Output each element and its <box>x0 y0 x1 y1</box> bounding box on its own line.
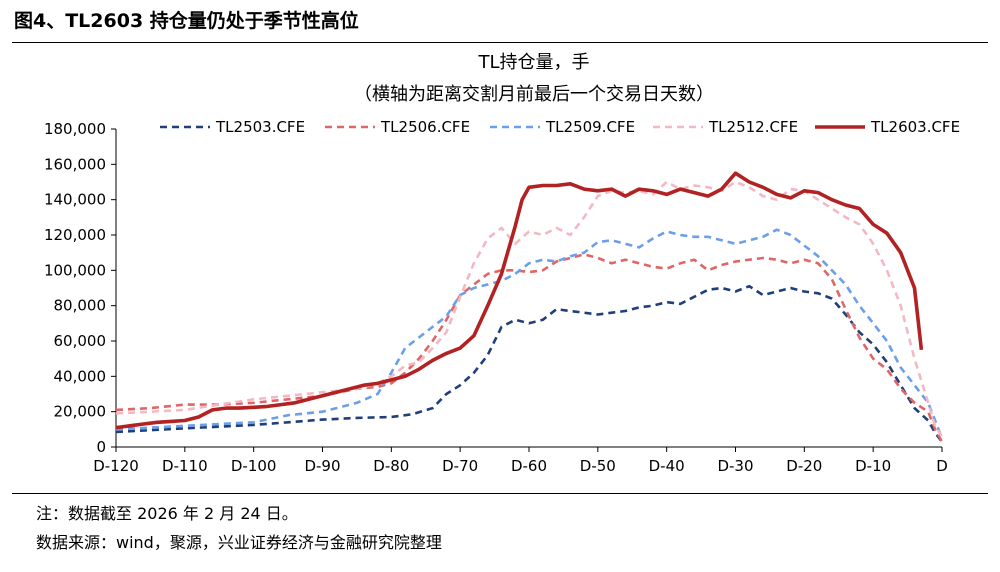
date-note: 注：数据截至 2026 年 2 月 24 日。 <box>36 504 298 523</box>
series-line-tl2512-cfe <box>115 180 944 438</box>
series-line-tl2509-cfe <box>115 228 944 439</box>
x-tick-label: D-110 <box>162 457 208 475</box>
chart-title: TL持仓量，手 <box>477 52 589 73</box>
series-line-tl2503-cfe <box>115 284 944 443</box>
y-tick-label: 100,000 <box>44 261 106 279</box>
x-tick-label: D-80 <box>373 457 409 475</box>
y-tick-label: 0 <box>96 438 106 456</box>
x-tick-label: D-100 <box>231 457 277 475</box>
legend: TL2503.CFE TL2506.CFE TL2509.CFE TL2512.CFE… <box>160 118 960 136</box>
y-tick-label: 60,000 <box>54 332 107 350</box>
x-tick-label: D-120 <box>93 457 139 475</box>
bottom-divider <box>12 493 988 494</box>
x-tick-label: D-70 <box>442 457 478 475</box>
x-tick-label: D-10 <box>855 457 891 475</box>
series-line-tl2603-cfe <box>115 171 924 430</box>
x-tick-label: D-50 <box>580 457 616 475</box>
legend-label: TL2503.CFE <box>215 118 305 136</box>
figure-title: 图4、TL2603 持仓量仍处于季节性高位 <box>14 10 359 32</box>
legend-label: TL2509.CFE <box>545 118 635 136</box>
x-tick-label: D-30 <box>717 457 753 475</box>
x-tick-label: D-90 <box>304 457 340 475</box>
x-tick-label: D <box>936 457 948 475</box>
y-axis: 0 20,000 40,000 60,000 80,000 100,000 120,000 1… <box>44 120 117 456</box>
source-note: 数据来源：wind，聚源，兴业证券经济与金融研究院整理 <box>36 533 442 552</box>
y-tick-label: 40,000 <box>54 367 107 385</box>
x-axis: D-120 D-110 D-100 D-90 D-80 D-70 D-60 D-50 D-40 D… <box>93 446 948 475</box>
x-tick-label: D-20 <box>786 457 822 475</box>
series-line-tl2506-cfe <box>115 253 944 443</box>
y-tick-label: 80,000 <box>54 297 107 315</box>
top-divider <box>12 42 988 43</box>
legend-label: TL2512.CFE <box>708 118 798 136</box>
y-tick-label: 20,000 <box>54 403 107 421</box>
chart-subtitle: （横轴为距离交割月前最后一个交易日天数） <box>354 84 714 105</box>
y-tick-label: 120,000 <box>44 226 106 244</box>
series-group <box>115 171 944 443</box>
legend-label: TL2603.CFE <box>870 118 960 136</box>
legend-label: TL2506.CFE <box>380 118 470 136</box>
y-tick-label: 140,000 <box>44 191 106 209</box>
y-tick-label: 160,000 <box>44 155 106 173</box>
x-tick-label: D-40 <box>649 457 685 475</box>
x-tick-label: D-60 <box>511 457 547 475</box>
y-tick-label: 180,000 <box>44 120 106 138</box>
